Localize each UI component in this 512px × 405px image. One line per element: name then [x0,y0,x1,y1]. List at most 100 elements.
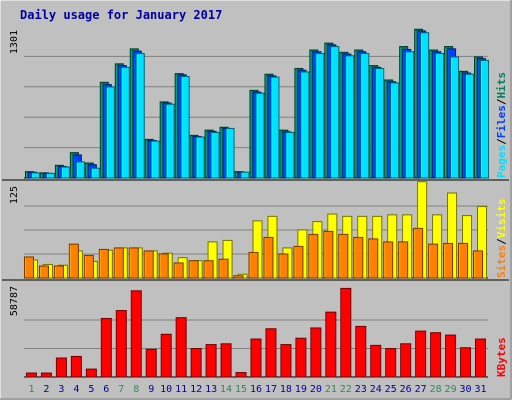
day-label: 30 [460,384,472,395]
bar-kbytes [175,317,187,378]
bar-pages [480,59,490,179]
day-label: 26 [400,384,412,395]
day-label: 15 [235,384,247,395]
bar-sites [128,247,139,279]
bar-sites [428,243,439,279]
day-label: 28 [430,384,442,395]
bar-kbytes [385,348,397,378]
bar-kbytes [130,290,142,378]
bar-kbytes [220,343,232,378]
legend-item: Pages [495,145,508,178]
bar-pages [195,136,205,179]
bar-kbytes [370,344,382,378]
bar-kbytes [310,327,322,378]
bar-kbytes [295,337,307,378]
bar-pages [285,131,295,179]
bar-pages [390,82,400,179]
bar-kbytes [100,317,112,378]
bar-kbytes [190,348,202,378]
bar-kbytes [85,368,97,378]
bar-pages [255,92,265,179]
bar-sites [248,251,259,279]
bar-pages [105,86,115,179]
day-label: 13 [205,384,217,395]
bar-kbytes [40,372,52,378]
bar-pages [450,56,460,179]
bar-pages [345,55,355,179]
panel-legend: Pages/Files/Hits [495,72,508,178]
day-label: 3 [58,384,64,395]
bar-kbytes [400,343,412,378]
bar-pages [225,127,235,179]
bar-kbytes [250,338,262,378]
bar-pages [150,140,160,179]
bar-pages [90,167,100,179]
bar-sites [83,254,94,279]
bar-sites [203,260,214,279]
chart-panels: 1301Pages/Files/Hits125Sites/Visits58787… [2,28,509,378]
day-label: 11 [175,384,187,395]
bar-sites [368,238,379,279]
day-label: 20 [310,384,322,395]
panel-kbytes: 58787 KBytes [2,279,509,378]
day-label: 9 [148,384,154,395]
bar-pages [435,52,445,179]
bar-pages [270,76,280,179]
day-label: 29 [445,384,457,395]
bar-pages [45,172,55,179]
legend-item: / [495,138,508,145]
day-label: 4 [73,384,79,395]
panel-max-label: 125 [9,186,20,204]
chart-title: Daily usage for January 2017 [20,8,222,22]
bar-sites [188,260,199,279]
bar-sites [53,265,64,279]
day-label: 17 [265,384,277,395]
bar-kbytes [430,332,442,378]
bar-kbytes [205,344,217,378]
day-label: 8 [133,384,139,395]
bar-sites [473,250,484,279]
bar-kbytes [475,338,487,378]
day-label: 22 [340,384,352,395]
legend-item: Sites [495,245,508,278]
bar-sites [263,236,274,279]
legend-item: KBytes [495,337,508,377]
bar-kbytes [235,372,247,378]
bar-pages [405,51,415,179]
day-label: 25 [385,384,397,395]
bar-pages [375,67,385,179]
bar-pages [75,161,85,179]
legend-item: Hits [495,72,508,99]
day-label: 14 [220,384,232,395]
bar-pages [465,73,475,179]
bar-sites [113,247,124,279]
bar-kbytes [460,347,472,378]
bar-sites [233,275,244,279]
bar-sites [278,253,289,279]
bar-kbytes [145,348,157,378]
bar-sites [413,227,424,279]
bar-pages [330,46,340,179]
day-label: 27 [415,384,427,395]
bar-sites [323,230,334,279]
bar-kbytes [55,357,67,378]
legend-item: Files [495,105,508,138]
day-label: 21 [325,384,337,395]
bar-sites [98,248,109,279]
bar-sites [398,241,409,279]
bar-sites [383,241,394,279]
day-label: 5 [88,384,94,395]
day-label: 18 [280,384,292,395]
bar-pages [210,131,220,179]
bar-pages [360,52,370,179]
bar-sites [158,253,169,279]
x-axis-day-labels: 1 2 3 4 5 6 7 8 9 10 11 12 13 14 15 16 17 18 19 20 21 22 23 24 2… [28,384,486,395]
panel-legend: Sites/Visits [495,199,508,279]
bar-pages [60,166,70,179]
bar-pages [180,76,190,179]
bar-sites [443,242,454,279]
bar-kbytes [265,328,277,378]
